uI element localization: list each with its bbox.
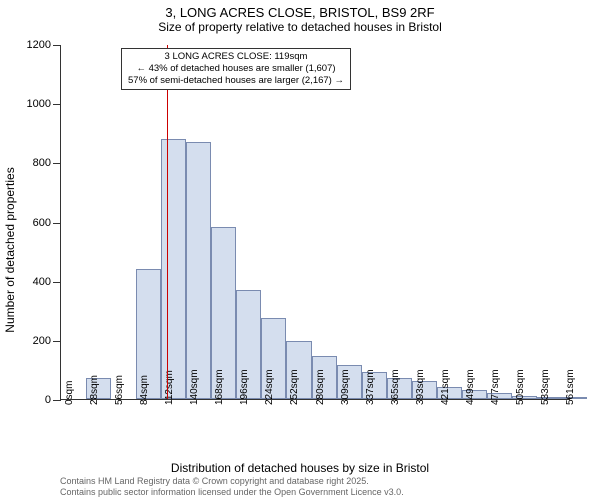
histogram-bar [161, 139, 186, 399]
x-tick-label: 140sqm [189, 369, 200, 405]
annotation-line: ← 43% of detached houses are smaller (1,… [128, 63, 344, 75]
histogram-bar [186, 142, 211, 399]
x-tick-label: 168sqm [214, 369, 225, 405]
y-tick-label: 800 [33, 157, 51, 169]
x-tick-label: 280sqm [315, 369, 326, 405]
x-tick-label: 533sqm [540, 369, 551, 405]
y-axis-label: Number of detached properties [3, 167, 17, 332]
x-tick-label: 309sqm [340, 369, 351, 405]
x-tick-label: 196sqm [239, 369, 250, 405]
y-tick-label: 600 [33, 217, 51, 229]
footnote-line-2: Contains public sector information licen… [60, 487, 404, 498]
y-tick-label: 400 [33, 276, 51, 288]
y-tick [53, 45, 61, 46]
y-tick [53, 163, 61, 164]
chart-title-block: 3, LONG ACRES CLOSE, BRISTOL, BS9 2RF Si… [0, 5, 600, 34]
x-axis-label: Distribution of detached houses by size … [0, 461, 600, 475]
y-tick [53, 223, 61, 224]
x-tick-label: 477sqm [490, 369, 501, 405]
x-tick-label: 224sqm [264, 369, 275, 405]
footnote-line-1: Contains HM Land Registry data © Crown c… [60, 476, 404, 487]
annotation-line: 3 LONG ACRES CLOSE: 119sqm [128, 51, 344, 63]
plot-area: 0200400600800100012000sqm28sqm56sqm84sqm… [60, 45, 570, 400]
chart-title: 3, LONG ACRES CLOSE, BRISTOL, BS9 2RF [0, 5, 600, 20]
y-tick [53, 104, 61, 105]
x-tick-label: 112sqm [164, 370, 175, 405]
x-tick-label: 365sqm [390, 369, 401, 405]
x-tick-label: 337sqm [365, 369, 376, 405]
x-tick-label: 84sqm [139, 375, 150, 405]
x-tick-label: 0sqm [64, 381, 75, 405]
x-tick-label: 561sqm [565, 369, 576, 405]
x-tick-label: 252sqm [289, 369, 300, 405]
y-tick-label: 1000 [27, 98, 51, 110]
x-tick-label: 505sqm [515, 369, 526, 405]
marker-line [167, 45, 168, 399]
y-tick [53, 341, 61, 342]
chart-subtitle: Size of property relative to detached ho… [0, 20, 600, 34]
y-tick [53, 400, 61, 401]
y-tick-label: 1200 [27, 39, 51, 51]
x-tick-label: 56sqm [114, 375, 125, 405]
annotation-line: 57% of semi-detached houses are larger (… [128, 75, 344, 87]
x-tick-label: 28sqm [89, 375, 100, 405]
y-tick-label: 200 [33, 335, 51, 347]
x-tick-label: 421sqm [440, 369, 451, 405]
y-tick [53, 282, 61, 283]
annotation-box: 3 LONG ACRES CLOSE: 119sqm← 43% of detac… [121, 48, 351, 90]
y-tick-label: 0 [45, 394, 51, 406]
x-tick-label: 393sqm [415, 369, 426, 405]
chart-footnote: Contains HM Land Registry data © Crown c… [60, 476, 404, 498]
x-tick-label: 449sqm [465, 369, 476, 405]
